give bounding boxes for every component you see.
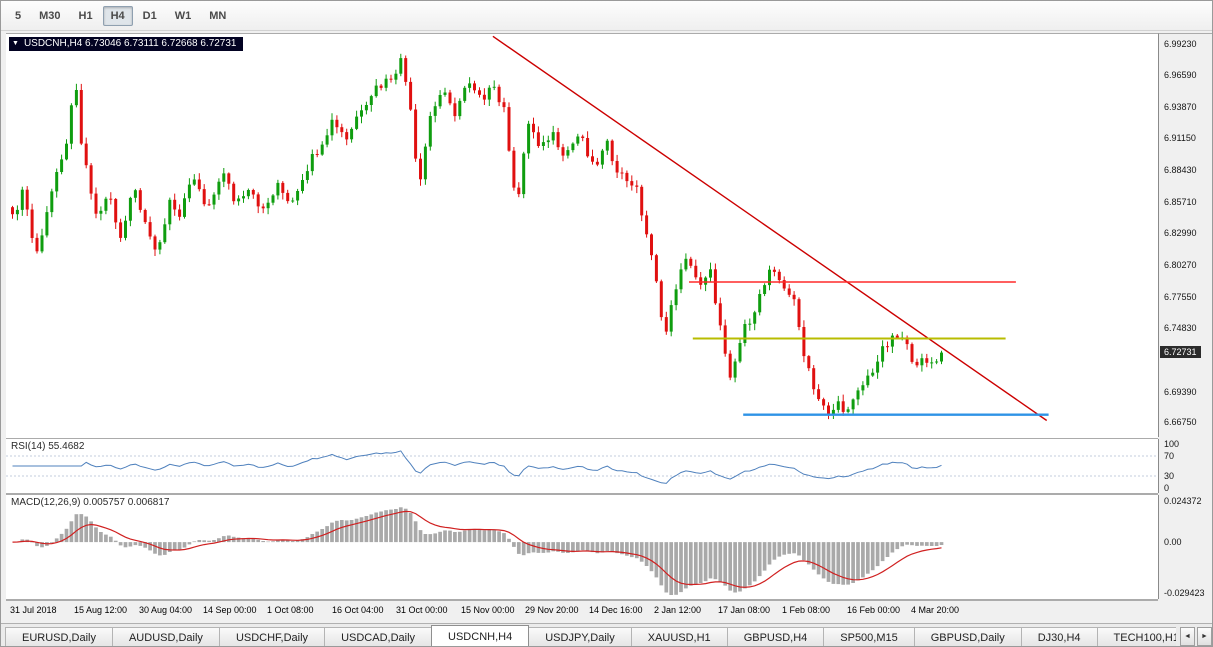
chart-tab-sp500-m15[interactable]: SP500,M15 (823, 627, 915, 646)
time-axis-label: 4 Mar 20:00 (911, 605, 960, 615)
tab-scroll-right-button[interactable]: ► (1197, 626, 1212, 646)
price-axis-label: 6.77550 (1164, 292, 1197, 302)
rsi-indicator-panel[interactable]: RSI(14) 55.4682 (6, 439, 1158, 495)
main-chart-canvas[interactable] (6, 34, 1158, 438)
macd-scale-label: -0.029423 (1164, 588, 1205, 598)
tab-scroll-left-button[interactable]: ◄ (1180, 626, 1195, 646)
timeframe-toolbar: 5 M30 H1 H4 D1 W1 MN (1, 1, 1212, 31)
current-price-badge: 6.72731 (1160, 346, 1201, 358)
chart-tab-audusd-daily[interactable]: AUDUSD,Daily (111, 627, 220, 646)
rsi-label: RSI(14) 55.4682 (11, 441, 85, 452)
timeframe-button-h1[interactable]: H1 (78, 9, 93, 22)
chart-tab-usdcnh-h4[interactable]: USDCNH,H4 (431, 625, 530, 646)
chart-tab-usdcad-daily[interactable]: USDCAD,Daily (324, 627, 433, 646)
price-axis-label: 6.69390 (1164, 387, 1197, 397)
main-chart-area[interactable] (6, 34, 1158, 438)
tab-scroll-controls: ◄ ► (1176, 623, 1212, 646)
time-axis-label: 15 Nov 00:00 (461, 605, 515, 615)
time-axis-label: 2 Jan 12:00 (654, 605, 702, 615)
time-axis: 31 Jul 2018 15 Aug 12:00 30 Aug 04:00 14 Se… (6, 601, 1158, 619)
chart-tab-dj30-h4[interactable]: DJ30,H4 (1020, 627, 1098, 646)
timeframe-button-w1[interactable]: W1 (174, 9, 192, 22)
chart-tab-gbpusd-daily[interactable]: GBPUSD,Daily (913, 627, 1022, 646)
chart-tab-xauusd-h1[interactable]: XAUUSD,H1 (630, 627, 728, 646)
time-axis-label: 1 Oct 08:00 (267, 605, 314, 615)
time-axis-label: 1 Feb 08:00 (782, 605, 831, 615)
price-axis-label: 6.80270 (1164, 260, 1197, 270)
rsi-scale: 100 70 30 0 (1158, 439, 1212, 493)
time-axis-label: 29 Nov 20:00 (525, 605, 579, 615)
chart-tab-tech100-h1[interactable]: TECH100,H1 (1096, 627, 1196, 646)
time-axis-label: 30 Aug 04:00 (139, 605, 193, 615)
time-axis-label: 14 Dec 16:00 (589, 605, 643, 615)
chart-tab-bar: EURUSD,Daily AUDUSD,Daily USDCHF,Daily USDC… (1, 623, 1212, 646)
rsi-scale-label: 100 (1164, 439, 1180, 449)
rsi-scale-label: 0 (1164, 483, 1170, 493)
macd-chart-area[interactable] (6, 495, 1158, 599)
macd-scale-label: 0.024372 (1164, 496, 1202, 506)
price-chart-panel[interactable]: ▼ USDCNH,H4 6.73046 6.73111 6.72668 6.72… (6, 33, 1158, 440)
macd-label: MACD(12,26,9) 0.005757 0.006817 (11, 497, 170, 508)
timeframe-button-d1[interactable]: D1 (142, 9, 157, 22)
price-axis-label: 6.96590 (1164, 70, 1197, 80)
chart-tab-eurusd-daily[interactable]: EURUSD,Daily (5, 627, 113, 646)
price-axis-label: 6.85710 (1164, 197, 1197, 207)
chart-title: USDCNH,H4 6.73046 6.73111 6.72668 6.7273… (23, 38, 237, 49)
timeframe-button-mn[interactable]: MN (209, 9, 227, 22)
macd-indicator-panel[interactable]: MACD(12,26,9) 0.005757 0.006817 (6, 495, 1158, 601)
chart-tab-gbpusd-h4[interactable]: GBPUSD,H4 (726, 627, 825, 646)
chart-tab-usdjpy-daily[interactable]: USDJPY,Daily (528, 627, 632, 646)
time-axis-label: 16 Oct 04:00 (332, 605, 384, 615)
time-axis-label: 31 Oct 00:00 (396, 605, 448, 615)
rsi-scale-label: 70 (1164, 451, 1175, 461)
price-scale: 6.99230 6.96590 6.93870 6.91150 6.88430 6.857… (1158, 33, 1212, 437)
timeframe-button-h4[interactable]: H4 (102, 5, 133, 26)
macd-scale: 0.024372 0.00 -0.029423 (1158, 495, 1212, 599)
price-axis-label: 6.93870 (1164, 102, 1197, 112)
macd-canvas[interactable] (6, 495, 1158, 599)
rsi-scale-label: 30 (1164, 471, 1175, 481)
price-axis-label: 6.82990 (1164, 228, 1197, 238)
price-axis-label: 6.74830 (1164, 323, 1197, 333)
price-axis-label: 6.91150 (1164, 133, 1196, 143)
collapse-chart-icon[interactable]: ▼ (12, 39, 19, 47)
time-axis-label: 17 Jan 08:00 (718, 605, 771, 615)
timeframe-button-5[interactable]: 5 (15, 9, 22, 22)
macd-scale-label: 0.00 (1164, 537, 1182, 547)
price-axis-label: 6.66750 (1164, 417, 1197, 427)
price-axis-label: 6.99230 (1164, 39, 1197, 49)
timeframe-button-m30[interactable]: M30 (39, 9, 61, 22)
chart-tab-usdchf-daily[interactable]: USDCHF,Daily (218, 627, 326, 646)
time-axis-label: 31 Jul 2018 (10, 605, 57, 615)
time-axis-label: 14 Sep 00:00 (203, 605, 257, 615)
time-axis-label: 16 Feb 00:00 (847, 605, 901, 615)
price-axis-label: 6.88430 (1164, 165, 1197, 175)
chart-title-bar: ▼ USDCNH,H4 6.73046 6.73111 6.72668 6.72… (9, 37, 243, 51)
time-axis-label: 15 Aug 12:00 (74, 605, 128, 615)
rsi-chart-area[interactable] (6, 439, 1158, 493)
rsi-canvas[interactable] (6, 439, 1158, 493)
